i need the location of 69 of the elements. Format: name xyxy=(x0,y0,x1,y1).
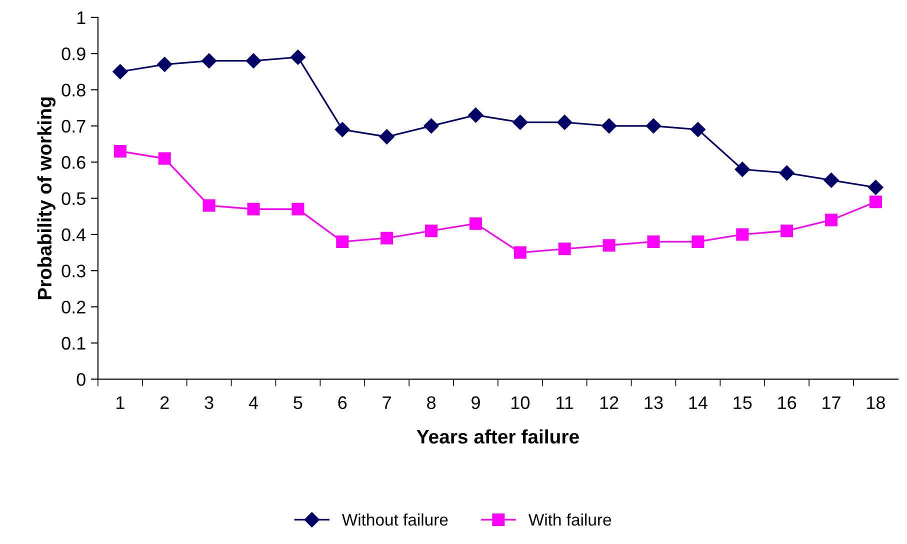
point xyxy=(602,239,616,252)
point xyxy=(380,232,394,244)
point xyxy=(157,56,172,72)
x-tick-label: 3 xyxy=(204,396,214,410)
point xyxy=(158,152,171,165)
y-tick-label: 0.7 xyxy=(62,120,86,133)
point xyxy=(692,235,704,248)
y-tick-label: 0.2 xyxy=(62,300,86,314)
y-tick-label: 0.3 xyxy=(62,264,86,278)
point xyxy=(558,242,571,256)
point xyxy=(646,118,662,134)
point xyxy=(869,196,882,208)
point xyxy=(112,64,128,80)
point xyxy=(246,53,262,68)
x-tick-label: 8 xyxy=(427,396,436,410)
x-tick-label: 16 xyxy=(778,396,796,410)
point xyxy=(824,172,839,188)
point xyxy=(336,235,349,248)
point xyxy=(779,165,794,181)
x-axis-title: Years after failure xyxy=(416,429,579,444)
x-tick-label: 4 xyxy=(248,396,258,409)
y-tick-label: 0 xyxy=(76,373,86,386)
x-tick-label: 5 xyxy=(294,396,302,410)
x-tick-label: 12 xyxy=(600,396,618,409)
y-tick-label: 0.5 xyxy=(62,192,86,206)
point xyxy=(690,122,706,138)
point xyxy=(247,202,260,216)
y-axis-title: Probability of working xyxy=(37,97,56,300)
point xyxy=(868,180,884,196)
x-tick-label: 18 xyxy=(867,396,885,410)
x-tick-label: 17 xyxy=(822,396,840,409)
legend-label: Without failure xyxy=(342,513,448,526)
point xyxy=(736,228,749,241)
point xyxy=(512,114,528,130)
y-tick-label: 0.9 xyxy=(62,48,86,60)
y-tick-label: 0.1 xyxy=(62,336,86,350)
x-tick-label: 13 xyxy=(644,396,663,410)
point xyxy=(202,199,216,212)
x-tick-label: 15 xyxy=(734,396,752,410)
point xyxy=(557,114,572,130)
x-tick-label: 1 xyxy=(116,396,124,409)
point xyxy=(425,224,438,238)
point xyxy=(469,217,482,230)
point xyxy=(825,214,838,226)
x-tick-label: 7 xyxy=(382,396,391,409)
x-tick-label: 9 xyxy=(472,396,480,410)
x-tick-label: 14 xyxy=(689,396,708,409)
y-tick-label: 0.8 xyxy=(62,84,86,96)
point xyxy=(290,50,306,65)
point xyxy=(780,224,794,238)
point xyxy=(601,118,617,134)
x-tick-label: 10 xyxy=(512,396,530,410)
x-tick-label: 6 xyxy=(338,396,347,410)
y-tick-label: 0.6 xyxy=(62,156,86,169)
point xyxy=(379,129,394,144)
point xyxy=(514,246,526,259)
x-tick-label: 2 xyxy=(160,396,169,409)
point xyxy=(201,53,217,68)
y-tick-label: 0.4 xyxy=(62,228,86,242)
point xyxy=(468,108,484,123)
point xyxy=(292,202,304,216)
point xyxy=(334,122,350,138)
point xyxy=(647,235,660,248)
point xyxy=(734,162,750,177)
point xyxy=(424,118,439,134)
legend-label: With failure xyxy=(528,513,612,526)
y-tick-label: 1 xyxy=(77,12,86,24)
point xyxy=(114,145,126,158)
x-tick-label: 11 xyxy=(556,396,574,409)
